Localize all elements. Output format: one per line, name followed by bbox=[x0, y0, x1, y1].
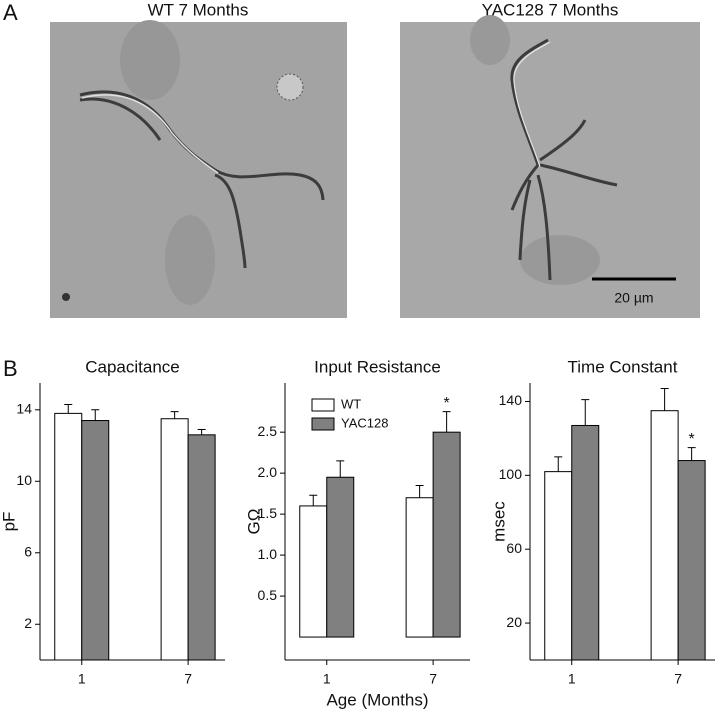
image-title: WT 7 Months bbox=[148, 0, 249, 19]
bar bbox=[160, 418, 189, 661]
y-tick-label: 60 bbox=[506, 540, 522, 556]
x-tick-label: 7 bbox=[429, 671, 437, 687]
bar bbox=[326, 476, 355, 638]
error-bar bbox=[554, 456, 563, 472]
panel-label: B bbox=[3, 356, 18, 381]
legend-swatch bbox=[311, 417, 335, 431]
bar bbox=[81, 420, 110, 661]
bar bbox=[54, 412, 83, 661]
panel-label: A bbox=[3, 0, 18, 25]
error-bar bbox=[687, 447, 696, 461]
bar bbox=[299, 505, 328, 638]
y-tick-label: 10 bbox=[16, 472, 32, 488]
y-tick-label: 20 bbox=[506, 614, 522, 630]
legend-label: WT bbox=[341, 396, 361, 411]
y-tick-label: 0.5 bbox=[258, 587, 278, 603]
error-bar bbox=[170, 411, 179, 419]
legend-label: YAC128 bbox=[341, 415, 388, 430]
x-tick-label: 1 bbox=[78, 671, 86, 687]
error-bar bbox=[309, 494, 318, 506]
chart-title: Time Constant bbox=[568, 357, 678, 376]
error-bar bbox=[197, 428, 206, 435]
chart-title: Input Resistance bbox=[314, 357, 441, 376]
y-tick-label: 2 bbox=[24, 615, 32, 631]
bar bbox=[650, 410, 679, 661]
micrograph bbox=[50, 20, 347, 318]
bar bbox=[432, 431, 461, 638]
chart-title: Capacitance bbox=[85, 357, 180, 376]
micrograph: 20 µm bbox=[400, 15, 700, 318]
significance-marker: * bbox=[444, 395, 450, 412]
bar bbox=[571, 424, 600, 661]
legend-swatch bbox=[311, 398, 335, 412]
y-tick-label: 140 bbox=[499, 392, 523, 408]
error-bar bbox=[660, 388, 669, 411]
y-axis-label: msec bbox=[489, 501, 508, 542]
error-bar bbox=[415, 484, 424, 498]
x-axis-label: Age (Months) bbox=[326, 690, 428, 709]
error-bar bbox=[64, 403, 73, 414]
y-tick-label: 1.0 bbox=[258, 546, 278, 562]
bar bbox=[187, 434, 216, 661]
x-tick-label: 7 bbox=[674, 671, 682, 687]
bar bbox=[677, 460, 706, 661]
error-bar bbox=[442, 411, 451, 433]
bar bbox=[544, 471, 573, 661]
x-tick-label: 1 bbox=[568, 671, 576, 687]
bar bbox=[405, 497, 434, 638]
scale-bar-label: 20 µm bbox=[614, 290, 653, 306]
y-tick-label: 100 bbox=[499, 466, 523, 482]
significance-marker: * bbox=[689, 431, 695, 448]
y-tick-label: 2.0 bbox=[258, 464, 278, 480]
y-tick-label: 1.5 bbox=[258, 505, 278, 521]
image-title: YAC128 7 Months bbox=[482, 0, 619, 19]
y-tick-label: 14 bbox=[16, 401, 32, 417]
y-tick-label: 6 bbox=[24, 543, 32, 559]
y-axis-label: pF bbox=[0, 512, 18, 532]
y-tick-label: 2.5 bbox=[258, 423, 278, 439]
y-axis-label: GΩ bbox=[244, 509, 263, 535]
error-bar bbox=[91, 409, 100, 421]
x-tick-label: 1 bbox=[323, 671, 331, 687]
error-bar bbox=[336, 460, 345, 478]
error-bar bbox=[581, 399, 590, 426]
x-tick-label: 7 bbox=[184, 671, 192, 687]
